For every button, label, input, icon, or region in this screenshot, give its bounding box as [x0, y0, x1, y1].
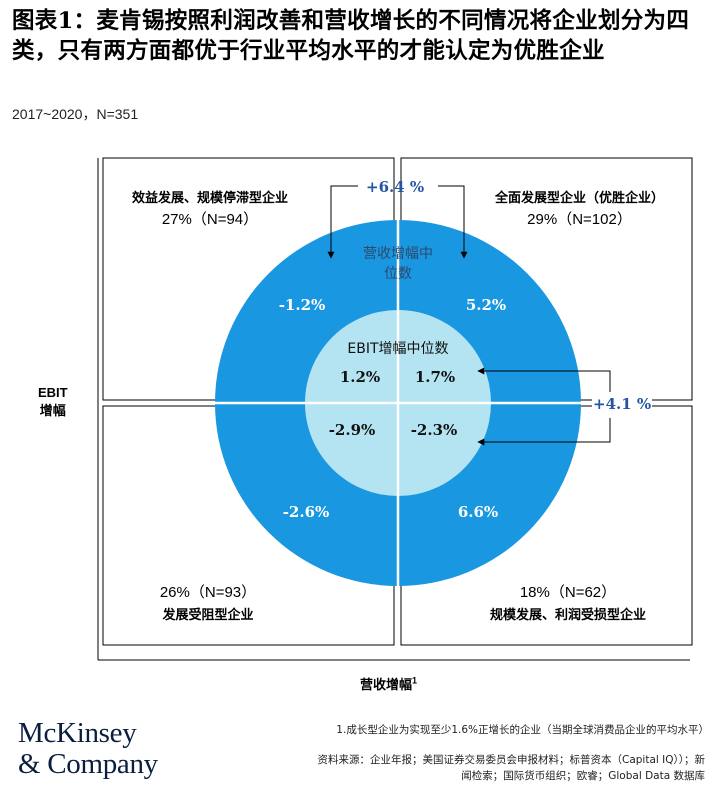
y-axis-label-line1: EBIT	[38, 385, 68, 400]
x-axis-label: 营收增幅1	[360, 674, 417, 693]
inner-value-top-right: 1.7%	[414, 368, 456, 386]
quadrant-name: 发展受阻型企业	[162, 608, 254, 623]
ebit-difference-label: +4.1 %	[592, 395, 653, 413]
mckinsey-logo: McKinsey & Company	[18, 718, 158, 780]
ebit-arrow-bottom	[477, 418, 611, 446]
quadrant-top-right: 全面发展型企业（优胜企业） 29%（N=102）	[472, 187, 687, 229]
quadrant-top-left: 效益发展、规模停滞型企业 27%（N=94）	[110, 187, 310, 229]
outer-value-bottom-right: 6.6%	[457, 503, 499, 521]
revenue-arrow-right	[438, 185, 468, 259]
subtitle: 2017~2020，N=351	[12, 106, 139, 122]
x-axis-label-text: 营收增幅	[360, 678, 413, 693]
quadrant-name: 全面发展型企业（优胜企业）	[494, 191, 664, 206]
logo-line1: McKinsey	[18, 717, 137, 749]
quadrant-stat: 27%（N=94）	[161, 211, 259, 228]
inner-circle-label: EBIT增幅中位数	[347, 341, 449, 357]
inner-value-top-left: 1.2%	[339, 368, 381, 386]
quadrant-bottom-left: 26%（N=93） 发展受阻型企业	[133, 581, 283, 623]
quadrant-bottom-right: 18%（N=62） 规模发展、利润受损型企业	[468, 581, 668, 623]
outer-circle-label: 营收增幅中位数	[363, 246, 433, 282]
quadrant-name: 效益发展、规模停滞型企业	[131, 191, 288, 206]
page-title: 图表1：麦肯锡按照利润改善和营收增长的不同情况将企业划分为四类，只有两方面都优于…	[12, 8, 690, 64]
footnote: 1.成长型企业为实现至少1.6%正增长的企业（当期全球消费品企业的平均水平）	[336, 724, 709, 736]
quadrant-stat: 18%（N=62）	[519, 584, 617, 601]
x-axis-footnote-marker: 1	[412, 675, 418, 686]
quadrant-stat: 26%（N=93）	[159, 584, 257, 601]
outer-value-top-right: 5.2%	[465, 296, 507, 314]
source-note: 资料来源：企业年报；美国证券交易委员会申报材料；标普资本（Capital IQ）…	[317, 754, 705, 782]
y-axis-label-line2: 增幅	[39, 403, 66, 418]
revenue-difference-label: +6.4 %	[366, 178, 425, 196]
revenue-arrow-left	[327, 185, 358, 259]
quadrant-name: 规模发展、利润受损型企业	[489, 608, 646, 623]
inner-value-bottom-left: -2.9%	[328, 421, 376, 439]
y-axis-label: EBIT 增幅	[38, 384, 68, 420]
inner-value-bottom-right: -2.3%	[410, 421, 458, 439]
quadrant-stat: 29%（N=102）	[527, 211, 632, 228]
outer-value-top-left: -1.2%	[278, 296, 326, 314]
outer-value-bottom-left: -2.6%	[282, 503, 330, 521]
ebit-arrow-top	[477, 367, 611, 392]
logo-line2: & Company	[18, 748, 158, 780]
